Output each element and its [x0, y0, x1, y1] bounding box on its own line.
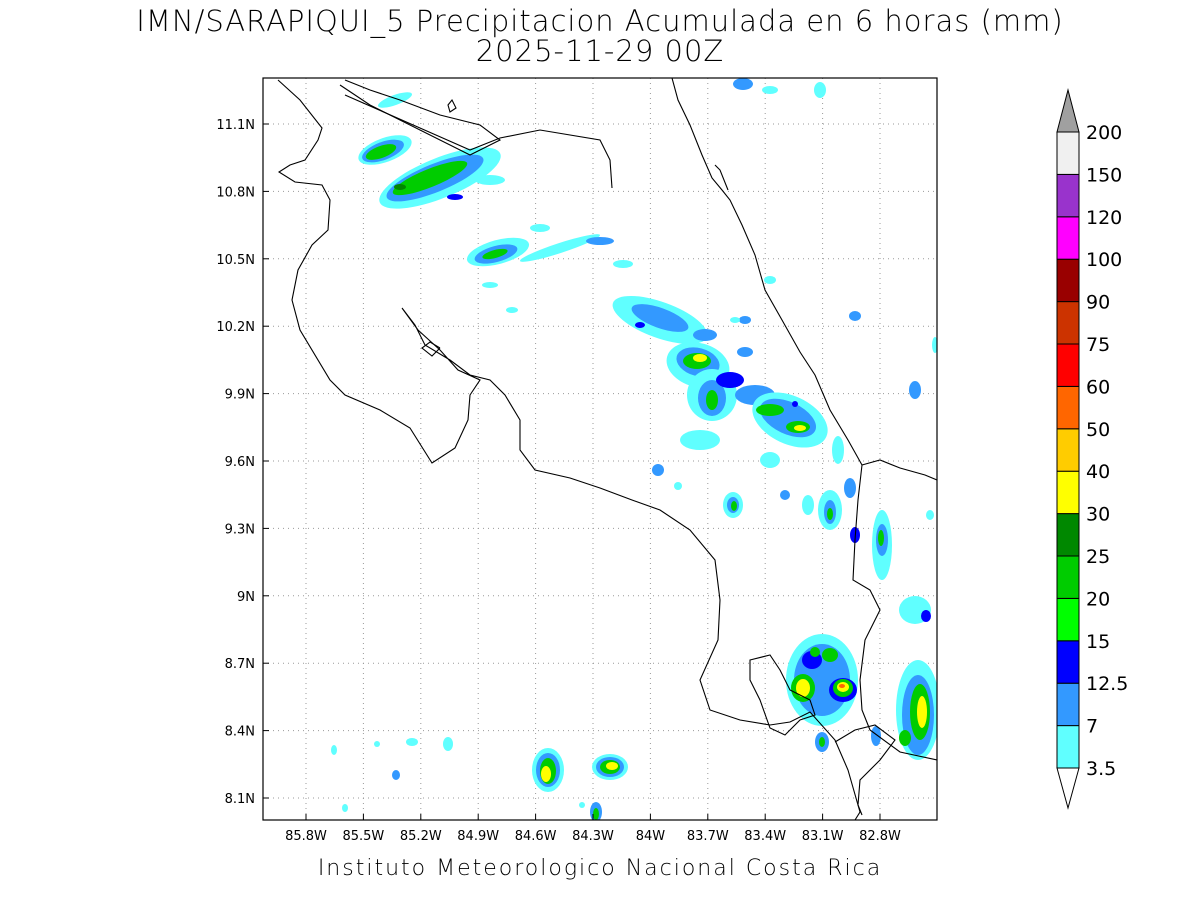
lat-tick-label: 9.6N	[225, 455, 255, 470]
caribbean-coast	[671, 78, 937, 481]
colorbar-swatch	[1056, 131, 1080, 175]
lat-tick-label: 11.1N	[216, 118, 255, 133]
colorbar-label: 200	[1086, 122, 1122, 144]
colorbar-label: 150	[1086, 164, 1122, 186]
colorbar-label: 40	[1086, 461, 1110, 483]
lat-tick-label: 8.7N	[225, 657, 255, 672]
colorbar: 3.5 7 12.5 15 20 25 30 40 50 60 75 90 100 120 150 200	[1056, 88, 1128, 810]
rain-cell-central	[612, 276, 776, 450]
credit-text: Instituto Meteorologico Nacional Costa R…	[317, 856, 883, 881]
rain-cell-south	[331, 737, 628, 820]
lat-tick-label: 8.1N	[225, 792, 255, 807]
colorbar-upper-arrow	[1056, 88, 1080, 133]
lon-tick-label: 84.3W	[572, 829, 614, 844]
colorbar-label: 12.5	[1086, 673, 1128, 695]
valid-time: 2025-11-29 00Z	[475, 34, 725, 68]
nicaragua-lake-shore	[339, 79, 502, 156]
colorbar-swatch	[1056, 725, 1080, 769]
border-line-north	[344, 94, 613, 189]
lat-tick-label: 9.9N	[225, 388, 255, 403]
lon-tick-label: 83.7W	[687, 829, 729, 844]
colorbar-swatch	[1056, 640, 1080, 684]
colorbar-swatch	[1056, 470, 1080, 515]
lat-tick-label: 10.5N	[216, 253, 255, 268]
lon-tick-label: 85.5W	[342, 829, 384, 844]
colorbar-label: 120	[1086, 207, 1122, 229]
colorbar-swatch	[1056, 216, 1080, 260]
colorbar-label: 90	[1086, 292, 1110, 314]
lon-tick-label: 84.9W	[457, 829, 499, 844]
colorbar-swatch	[1056, 343, 1080, 387]
lon-tick-label: 83.1W	[802, 829, 844, 844]
coastlines	[277, 78, 937, 820]
latitude-labels: 11.1N 10.8N 10.5N 10.2N 9.9N 9.6N 9.3N 9N 8.7N 8.…	[216, 118, 269, 807]
lat-tick-label: 9.3N	[225, 522, 255, 537]
colorbar-label: 60	[1086, 376, 1110, 398]
colorbar-label: 100	[1086, 249, 1122, 271]
river-line	[714, 164, 729, 191]
colorbar-label: 50	[1086, 419, 1110, 441]
colorbar-swatch	[1056, 258, 1080, 303]
colorbar-swatch	[1056, 555, 1080, 599]
rain-cell-east-coast	[871, 660, 937, 760]
rain-cell-nw-1	[358, 92, 413, 165]
longitude-labels: 85.8W 85.5W 85.2W 84.9W 84.6W 84.3W 84W 83.7W 83…	[285, 814, 901, 844]
colorbar-label: 15	[1086, 631, 1110, 653]
lat-tick-label: 10.8N	[216, 185, 255, 200]
burica-coast	[834, 724, 896, 816]
rain-cell-nw-3	[466, 224, 633, 313]
colorbar-label: 75	[1086, 334, 1110, 356]
lon-tick-label: 85.8W	[285, 829, 327, 844]
gulf-nicoya-coast	[421, 341, 441, 357]
island-outline	[447, 98, 457, 113]
lon-tick-label: 82.8W	[859, 829, 901, 844]
colorbar-swatch	[1056, 428, 1080, 472]
rain-cell-nw-2	[379, 147, 505, 209]
colorbar-swatch	[1056, 385, 1080, 430]
lon-tick-label: 84.6W	[515, 829, 557, 844]
osa-peninsula	[749, 654, 816, 736]
lat-tick-label: 9N	[237, 590, 255, 605]
colorbar-label: 3.5	[1086, 758, 1116, 780]
precipitation-field	[331, 78, 937, 820]
colorbar-swatch	[1056, 513, 1080, 557]
lon-tick-label: 85.2W	[400, 829, 442, 844]
colorbar-swatch	[1056, 597, 1080, 642]
colorbar-swatch	[1056, 682, 1080, 727]
colorbar-swatch	[1056, 301, 1080, 345]
rain-cell-osa	[786, 634, 858, 752]
lon-tick-label: 83.4W	[744, 829, 786, 844]
nicaragua-costa-rica-coast	[277, 79, 861, 820]
rain-cell-southeast	[780, 436, 934, 624]
lon-tick-label: 84W	[636, 829, 666, 844]
colorbar-label: 7	[1086, 716, 1098, 738]
map-title: IMN/SARAPIQUI_5 Precipitacion Acumulada …	[136, 4, 1064, 38]
panama-border	[852, 464, 937, 761]
colorbar-lower-arrow	[1056, 767, 1080, 810]
colorbar-label: 30	[1086, 504, 1110, 526]
lat-tick-label: 8.4N	[225, 725, 255, 740]
map-frame	[262, 77, 938, 821]
colorbar-label: 25	[1086, 546, 1110, 568]
lat-tick-label: 10.2N	[216, 320, 255, 335]
colorbar-swatch	[1056, 173, 1080, 218]
colorbar-label: 20	[1086, 588, 1110, 610]
rain-cell-east-central	[652, 78, 937, 518]
